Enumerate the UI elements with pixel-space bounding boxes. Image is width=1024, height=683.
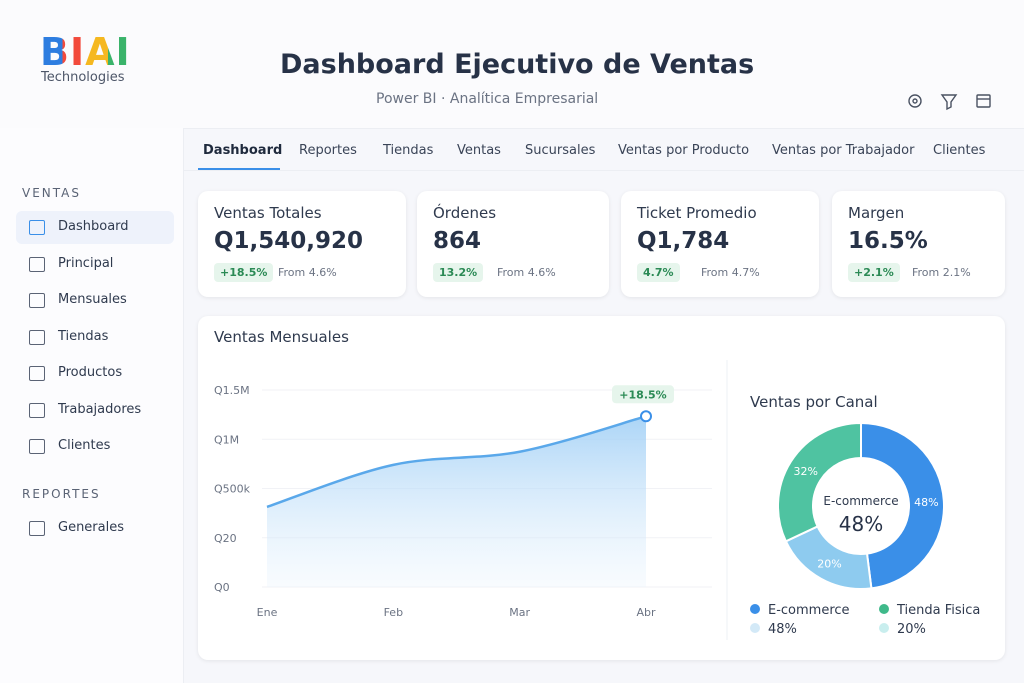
legend-dot [879, 604, 889, 614]
kpi-delta: 13.2% [433, 263, 484, 282]
kpi-title: Ventas Totales [214, 204, 322, 222]
logo-sub: Technologies [41, 70, 125, 85]
kpi-title: Ticket Promedio [637, 204, 757, 222]
header-icons[interactable] [905, 90, 995, 112]
y-axis-label: Q500k [214, 483, 251, 496]
area [267, 416, 646, 587]
tab-underline [198, 168, 280, 170]
tab[interactable]: Ventas por Producto [618, 143, 750, 158]
annotation: +18.5% [619, 388, 666, 401]
nav-item[interactable]: Tiendas [58, 328, 109, 344]
kpi-value: Q1,784 [637, 228, 730, 254]
tab[interactable]: Ventas por Trabajador [772, 143, 915, 158]
kpi-value: 16.5% [848, 228, 928, 254]
center-label: E-commerce [823, 494, 898, 508]
segment-label: 32% [793, 465, 817, 478]
center-value: 48% [839, 512, 883, 536]
legend-label: E-commerce [768, 603, 850, 618]
nav-item[interactable]: Generales [58, 519, 125, 535]
annotation-bg [612, 385, 674, 404]
tab-divider [183, 170, 1024, 171]
kpi-from: From 4.7% [701, 266, 760, 279]
donut-segment [777, 421, 862, 543]
kpi-delta: +18.5% [214, 263, 274, 282]
nav-item[interactable]: Dashboard [58, 219, 129, 234]
x-tick-label: Mar [509, 606, 530, 619]
legend-dot [750, 623, 760, 633]
active-item [16, 211, 174, 244]
logo: BIAI [40, 30, 131, 74]
nav-item[interactable]: Trabajadores [58, 401, 142, 417]
nav-item[interactable]: Principal [58, 255, 114, 271]
nav-icon [29, 439, 45, 454]
nav-icon [29, 256, 45, 272]
legend-dot [750, 604, 760, 614]
nav-icon [29, 293, 45, 308]
legend-label: Tienda Fisica [896, 603, 980, 618]
kpi-delta: +2.1% [848, 263, 900, 282]
nav-item[interactable]: Mensuales [58, 292, 127, 307]
tab[interactable]: Clientes [933, 143, 986, 158]
x-tick-label: Feb [384, 606, 403, 619]
y-axis-label: Q20 [214, 532, 237, 545]
legend-label: 48% [768, 622, 797, 637]
line [266, 415, 647, 509]
tab[interactable]: Sucursales [525, 143, 596, 158]
kpi-title: Órdenes [433, 204, 497, 222]
segment-label-unit: % [807, 465, 817, 478]
y-axis-label: Q1.5M [214, 384, 250, 397]
nav-icon [29, 329, 45, 345]
nav-icon [29, 366, 45, 381]
tab[interactable]: Ventas [457, 143, 501, 158]
segment-label-unit: % [928, 496, 938, 509]
kpi-from: From 4.6% [278, 266, 337, 279]
donut-segment [860, 421, 945, 590]
kpi-value: Q1,540,920 [214, 228, 364, 254]
nav-item[interactable]: Clientes [58, 438, 111, 453]
legend-dot [879, 623, 889, 633]
kpi-from: From 2.1% [912, 266, 971, 279]
nav-icon [29, 220, 45, 235]
segment-label: 48% [914, 496, 938, 509]
header [0, 0, 1024, 129]
chart-title: Ventas por Canal [750, 393, 878, 411]
y-axis-label: Q1M [214, 433, 239, 446]
legend-label: 20% [897, 622, 926, 637]
kpi-from: From 4.6% [497, 266, 556, 279]
title: Dashboard Ejecutivo de Ventas [280, 49, 755, 80]
segment-label: 20% [817, 557, 841, 570]
y-axis-label: Q0 [214, 581, 230, 594]
nav-icon [29, 402, 45, 418]
x-tick-label: Ene [257, 606, 278, 619]
kpi-delta: 4.7% [637, 263, 680, 282]
segment-label-unit: % [831, 557, 841, 570]
nav-item[interactable]: Productos [58, 365, 123, 380]
kpi-value: 864 [433, 228, 482, 254]
x-tick-label: Abr [636, 606, 656, 619]
subtitle: Power BI · Analítica Empresarial [376, 91, 599, 107]
section-title: REPORTES [22, 486, 101, 501]
end-point [640, 410, 652, 423]
tab[interactable]: Dashboard [203, 143, 283, 158]
chart-title: Ventas Mensuales [214, 328, 349, 346]
tab[interactable]: Tiendas [383, 143, 434, 158]
kpi-title: Margen [848, 204, 905, 222]
nav-icon [29, 520, 45, 536]
section-title: VENTAS [22, 186, 81, 200]
tab[interactable]: Reportes [299, 143, 357, 158]
